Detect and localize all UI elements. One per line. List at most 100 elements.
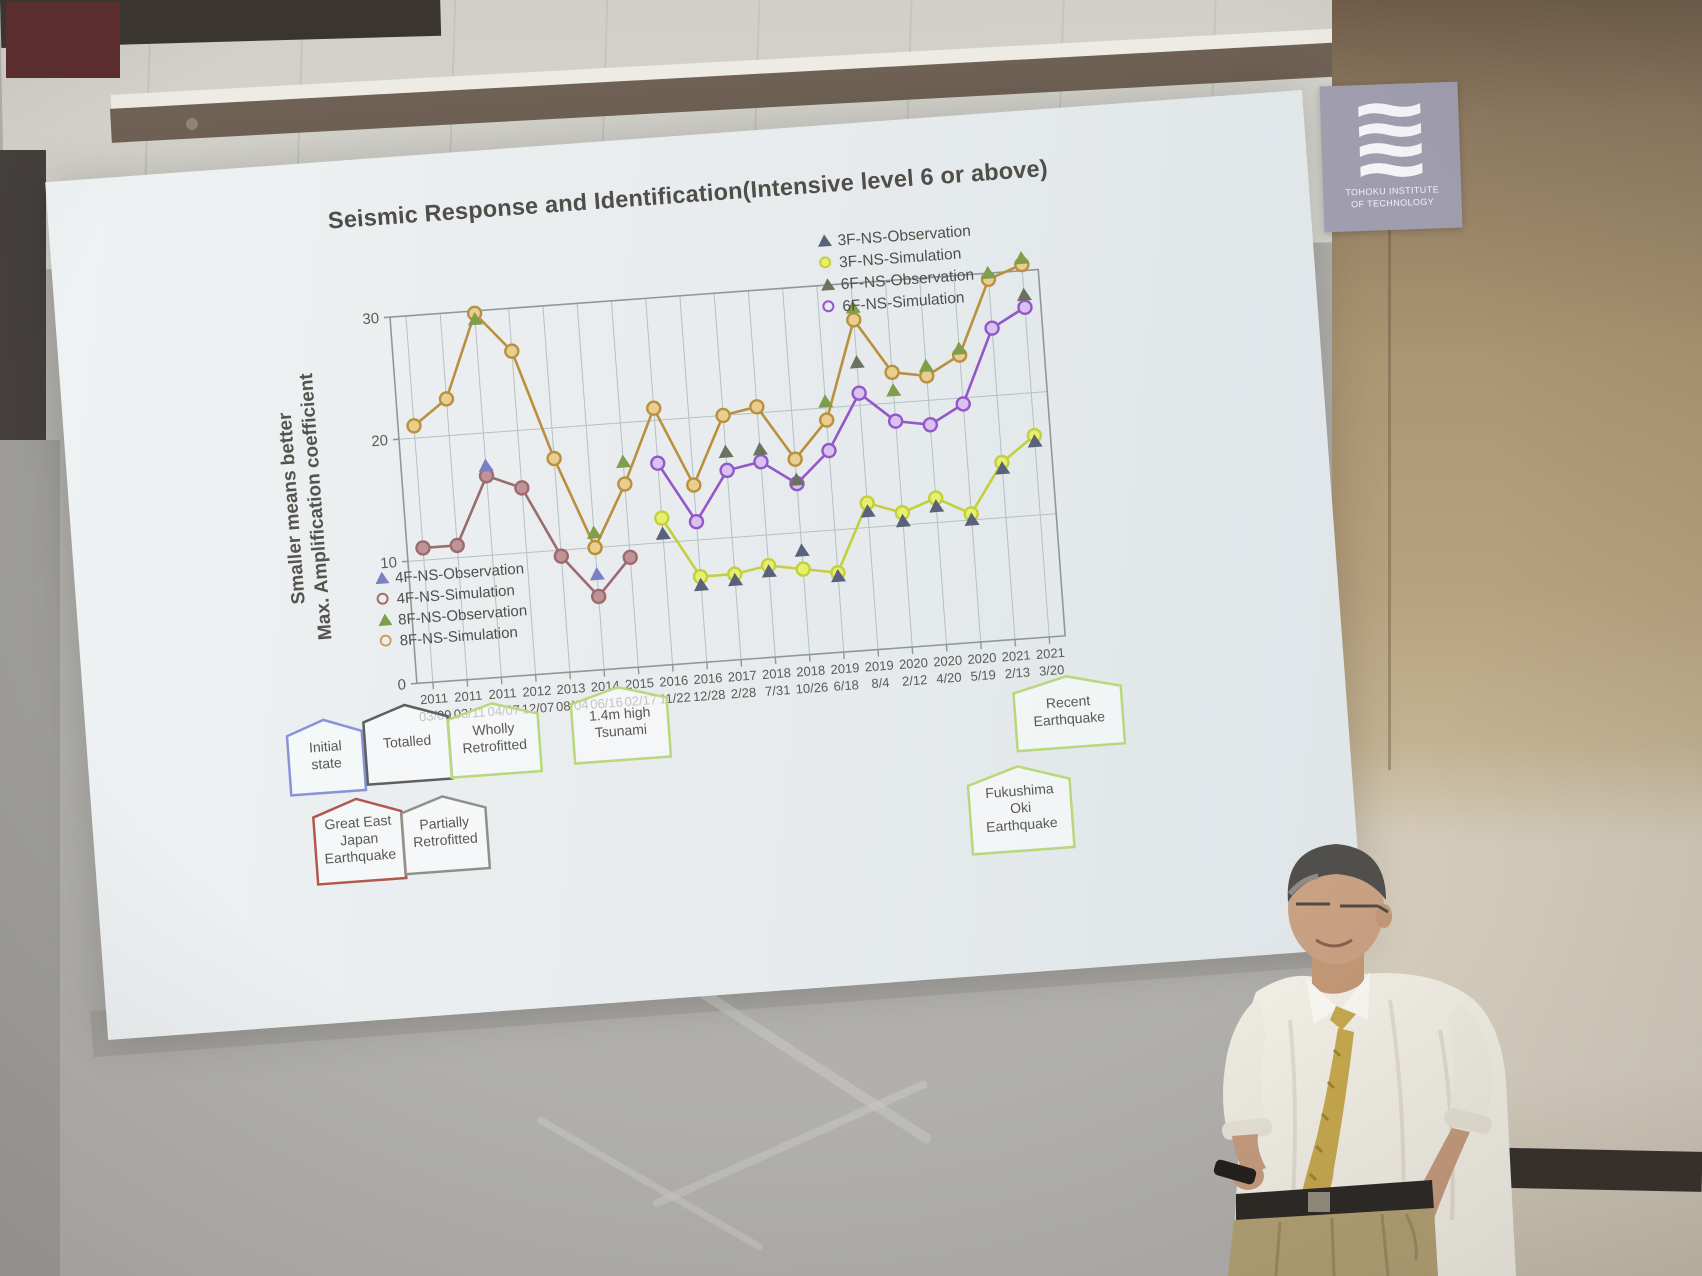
marker-8f-ns-simulation [846,312,862,328]
gridline-v [576,303,605,670]
x-tick-year: 2017 [727,668,757,685]
marker-8f-ns-observation [467,311,483,326]
x-tick-year: 2016 [659,673,689,690]
chart-canvas: 0102030201103/09201103/11201104/07201212… [275,250,1067,724]
gridline-v [645,298,674,665]
marker-3f-ns-observation [761,564,777,578]
callout-wholly-retrofitted: Wholly Retrofitted [445,699,544,780]
callout-shape [284,716,367,798]
callout-totalled: Totalled [360,700,454,786]
marker-4f-ns-simulation [449,537,465,554]
legend-item: 8F-NS-Observation [377,602,528,632]
marker-8f-ns-simulation [819,412,835,428]
x-tick-year: 2019 [864,657,894,674]
y-tick-label: 30 [362,310,380,328]
presenter-left-arm [1448,1002,1494,1124]
x-tick [808,654,811,662]
x-tick-date: 2/13 [1004,665,1030,682]
marker-8f-ns-observation [952,341,968,356]
marker-3f-ns-observation [860,504,876,518]
triangle-marker-icon [817,233,832,247]
x-tick-year: 2011 [420,690,449,707]
marker-4f-ns-simulation [590,588,607,605]
marker-shape [817,233,832,247]
marker-6f-ns-observation [849,355,865,369]
marker-8f-ns-simulation [406,418,422,434]
presenter [1213,844,1516,1276]
marker-3f-ns-observation [694,577,710,592]
marker-6f-ns-observation [1017,287,1032,302]
circle-marker-icon [821,299,837,313]
circle-marker-icon [376,592,391,606]
y-tick-label: 20 [371,432,389,450]
circle-marker-icon [379,634,394,648]
triangle-marker-icon [374,571,390,585]
marker-8f-ns-simulation [646,400,662,416]
callout-shape [568,682,673,765]
x-tick-year: 2016 [693,670,723,687]
shirt-collar [1342,972,1370,1020]
callout-label: Initial state [308,736,343,773]
marker-8f-ns-simulation [749,399,765,415]
marker-shape [821,299,835,313]
logo-text-line2: OF TECHNOLOGY [1350,196,1435,210]
callout-label: Fukushima Oki Earthquake [984,779,1059,835]
x-tick-year: 2012 [522,683,552,700]
marker-6f-ns-observation [718,444,734,459]
marker-shape [376,592,390,606]
belt-buckle [1308,1192,1330,1212]
x-tick [740,659,743,667]
marker-8f-ns-observation [886,383,902,397]
marker-6f-ns-simulation [1017,299,1033,316]
marker-8f-ns-observation [1014,250,1030,265]
pants-pocket [1404,1213,1418,1261]
wall-streak [535,1115,765,1252]
gridline-v [439,313,468,680]
marker-3f-ns-observation [1027,434,1043,448]
callout-shape [445,699,544,780]
legend-item: 8F-NS-Simulation [379,624,518,653]
gridline-v [542,305,571,673]
x-tick-year: 2019 [830,660,860,677]
x-tick-year: 2021 [1001,647,1031,664]
x-tick [877,649,880,657]
seismic-response-chart: 0102030201103/09201103/11201104/07201212… [252,200,1161,822]
marker-3f-ns-observation [794,543,810,557]
legend-item: 4F-NS-Simulation [376,582,515,611]
marker-8f-ns-simulation [617,476,633,492]
x-tick-date: 6/18 [833,677,859,694]
callout-label: 1.4m high Tsunami [588,703,651,741]
marker-3f-ns-simulation [654,510,670,526]
x-tick-year: 2011 [488,685,517,702]
series-line-6f-ns-simulation [656,306,1026,525]
x-tick [534,674,537,682]
triangle-marker-icon [377,613,393,627]
x-tick [432,682,435,690]
callout-shape [1010,671,1127,753]
x-tick [774,657,777,665]
x-tick [980,641,982,650]
marker-8f-ns-simulation [787,451,803,467]
x-tick [500,677,503,685]
marker-6f-ns-observation [752,442,768,456]
legend-item: 6F-NS-Observation [820,267,975,297]
marker-shape [820,277,836,291]
rolled-sleeve [1444,1108,1492,1134]
x-tick [1014,639,1017,647]
callout-shape [398,792,491,876]
gridline-h [407,513,1057,562]
clicker-remote [1213,1159,1257,1185]
marker-8f-ns-observation [845,300,861,314]
legend-item: 4F-NS-Observation [374,560,525,590]
marker-4f-ns-simulation [622,549,638,565]
gridline-v [850,283,879,650]
marker-3f-ns-observation [831,568,847,583]
gridline-v [747,290,776,658]
presenter-smile [1315,938,1353,948]
legend-item: 3F-NS-Simulation [818,245,962,275]
y-tick-label: 0 [397,676,407,694]
x-tick-year: 2013 [556,680,586,697]
gridline-v [405,315,434,683]
marker-8f-ns-simulation [438,391,455,407]
legend-item: 6F-NS-Simulation [821,289,965,319]
